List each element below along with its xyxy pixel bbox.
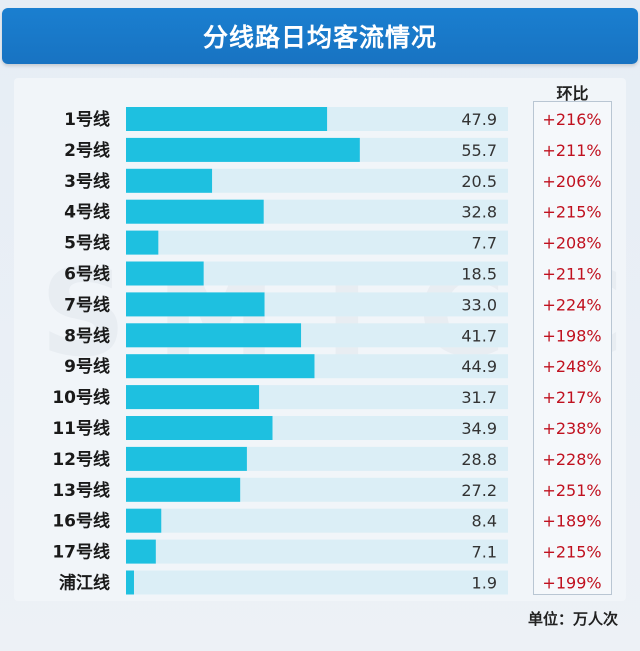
chart-title: 分线路日均客流情况 bbox=[202, 23, 437, 52]
category-label: 5号线 bbox=[64, 233, 110, 254]
value-label: 33.0 bbox=[461, 295, 497, 314]
ratio-column-box bbox=[533, 101, 612, 595]
bar bbox=[126, 137, 360, 162]
value-label: 47.9 bbox=[461, 110, 497, 129]
category-label: 3号线 bbox=[64, 171, 110, 192]
category-label: 4号线 bbox=[64, 202, 110, 223]
bar bbox=[126, 570, 134, 595]
bar bbox=[126, 292, 265, 317]
ratio-label: +211% bbox=[542, 141, 601, 160]
bar-track bbox=[126, 539, 508, 564]
category-label: 8号线 bbox=[64, 325, 110, 346]
category-label: 9号线 bbox=[64, 356, 110, 377]
category-label: 浦江线 bbox=[59, 573, 110, 594]
category-label: 11号线 bbox=[52, 418, 110, 439]
category-label: 7号线 bbox=[64, 294, 110, 315]
value-label: 27.2 bbox=[461, 481, 497, 500]
value-label: 34.9 bbox=[461, 419, 497, 438]
category-label: 1号线 bbox=[64, 109, 110, 130]
bar bbox=[126, 539, 156, 564]
ratio-column-header: 环比 bbox=[556, 84, 589, 103]
ratio-label: +216% bbox=[542, 110, 601, 129]
value-label: 20.5 bbox=[461, 172, 497, 191]
bar-track bbox=[126, 570, 508, 595]
ratio-label: +206% bbox=[542, 172, 601, 191]
ratio-label: +211% bbox=[542, 265, 601, 284]
ratio-label: +199% bbox=[542, 574, 601, 593]
value-label: 28.8 bbox=[461, 450, 497, 469]
ratio-label: +224% bbox=[542, 295, 601, 314]
unit-label: 单位：万人次 bbox=[527, 610, 618, 628]
value-label: 8.4 bbox=[472, 512, 497, 531]
value-label: 44.9 bbox=[461, 357, 497, 376]
category-label: 13号线 bbox=[52, 480, 110, 501]
bar bbox=[126, 446, 247, 471]
bar bbox=[126, 354, 315, 379]
value-label: 18.5 bbox=[461, 265, 497, 284]
category-label: 12号线 bbox=[52, 449, 110, 470]
ratio-label: +251% bbox=[542, 481, 601, 500]
ratio-label: +238% bbox=[542, 419, 601, 438]
bar-track bbox=[126, 508, 508, 533]
title-banner: 分线路日均客流情况 bbox=[2, 8, 638, 64]
bar bbox=[126, 323, 302, 348]
ratio-label: +198% bbox=[542, 326, 601, 345]
bar-track bbox=[126, 230, 508, 255]
bar bbox=[126, 230, 159, 255]
bar bbox=[126, 508, 162, 533]
value-label: 1.9 bbox=[472, 574, 497, 593]
bar bbox=[126, 261, 204, 286]
bar bbox=[126, 416, 273, 440]
value-label: 7.1 bbox=[472, 543, 497, 562]
bar bbox=[126, 199, 264, 224]
ratio-label: +215% bbox=[542, 543, 601, 562]
category-label: 2号线 bbox=[64, 140, 110, 161]
ratio-label: +217% bbox=[542, 388, 601, 407]
value-label: 31.7 bbox=[461, 388, 497, 407]
category-label: 16号线 bbox=[52, 511, 110, 532]
category-label: 6号线 bbox=[64, 264, 110, 285]
ratio-label: +248% bbox=[542, 357, 601, 376]
value-label: 41.7 bbox=[461, 326, 497, 345]
category-label: 10号线 bbox=[52, 387, 110, 408]
bar bbox=[126, 477, 241, 502]
value-label: 7.7 bbox=[472, 234, 497, 253]
ratio-label: +215% bbox=[542, 203, 601, 222]
value-label: 32.8 bbox=[461, 203, 497, 222]
ratio-label: +228% bbox=[542, 450, 601, 469]
ratio-label: +189% bbox=[542, 512, 601, 531]
ratio-label: +208% bbox=[542, 234, 601, 253]
bar bbox=[126, 168, 213, 193]
category-label: 17号线 bbox=[52, 542, 110, 563]
bar bbox=[126, 385, 260, 410]
bar bbox=[126, 107, 328, 131]
value-label: 55.7 bbox=[461, 141, 497, 160]
